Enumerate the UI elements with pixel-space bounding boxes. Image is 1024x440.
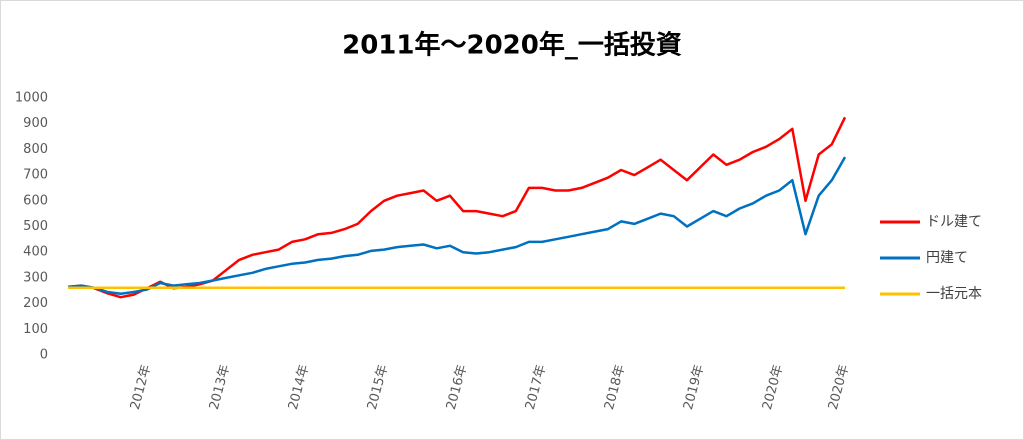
- y-tick-label: 700: [23, 168, 48, 183]
- y-tick-label: 300: [23, 270, 48, 285]
- legend-label: 一括元本: [926, 286, 982, 302]
- y-tick-label: 600: [23, 193, 48, 208]
- y-tick-label: 1000: [15, 91, 48, 106]
- y-tick-label: 800: [23, 142, 48, 157]
- y-tick-label: 200: [23, 296, 48, 311]
- chart-title: 2011年～2020年_一括投資: [342, 30, 682, 61]
- y-tick-label: 900: [23, 116, 48, 131]
- y-tick-label: 500: [23, 219, 48, 234]
- line-series: [67, 156, 847, 296]
- legend-label: 円建て: [926, 250, 968, 266]
- y-tick-label: 400: [23, 245, 48, 260]
- y-tick-label: 0: [40, 348, 48, 363]
- y-tick-label: 100: [23, 322, 48, 337]
- line-series: [67, 116, 847, 299]
- legend-label: ドル建て: [926, 214, 982, 230]
